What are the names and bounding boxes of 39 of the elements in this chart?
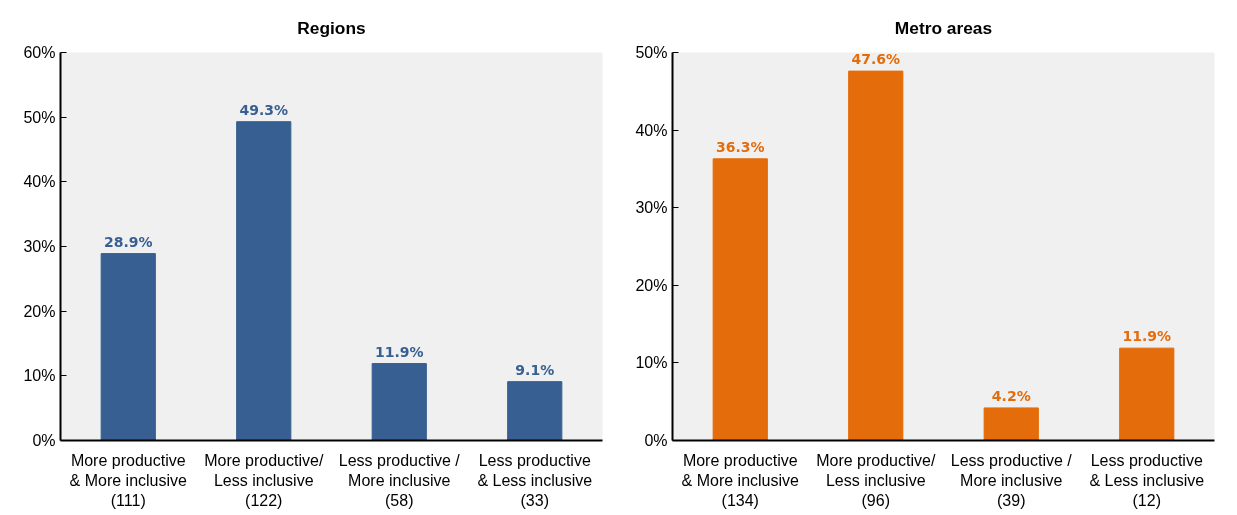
y-tick-label: 0%: [32, 432, 56, 449]
y-tick-label: 0%: [644, 432, 668, 449]
y-tick-label: 50%: [635, 44, 668, 61]
x-tick-label: Less productive & Less inclusive (33): [477, 451, 593, 510]
data-label: 11.9%: [1122, 328, 1172, 345]
data-label: 11.9%: [374, 343, 424, 360]
y-tick-label: 30%: [23, 238, 56, 255]
bar: [1119, 347, 1175, 441]
chart-title: Metro areas: [894, 17, 993, 38]
data-label: 4.2%: [991, 387, 1031, 404]
data-label: 28.9%: [103, 233, 153, 250]
bar: [507, 381, 563, 441]
bar: [848, 70, 904, 441]
x-tick-label: Less productive / More inclusive (58): [338, 451, 461, 510]
x-tick-label: More productive/ Less inclusive (96): [816, 451, 936, 510]
data-label: 47.6%: [851, 51, 901, 68]
y-tick-label: 40%: [635, 121, 668, 139]
bar: [983, 407, 1039, 441]
data-label: 49.3%: [239, 101, 289, 118]
y-tick-label: 10%: [635, 354, 668, 372]
x-tick-label: More productive & More inclusive (134): [681, 451, 800, 510]
chart-title: Regions: [297, 17, 366, 38]
y-tick-label: 40%: [23, 173, 56, 191]
y-tick-label: 20%: [635, 276, 668, 294]
x-tick-label: Less productive / More inclusive (39): [950, 451, 1073, 510]
y-tick-label: 50%: [23, 108, 56, 126]
y-tick-label: 30%: [635, 199, 668, 217]
bar: [371, 363, 427, 441]
x-tick-label: More productive & More inclusive (111): [69, 451, 188, 510]
data-label: 36.3%: [715, 138, 765, 155]
bar: [712, 158, 768, 441]
y-tick-label: 60%: [23, 44, 56, 61]
y-tick-label: 10%: [23, 367, 56, 385]
x-tick-label: Less productive & Less inclusive (12): [1089, 451, 1205, 510]
bar: [100, 253, 156, 441]
bar: [236, 121, 292, 441]
x-tick-label: More productive/ Less inclusive (122): [204, 451, 324, 510]
y-tick-label: 20%: [23, 302, 56, 320]
data-label: 9.1%: [515, 361, 555, 378]
